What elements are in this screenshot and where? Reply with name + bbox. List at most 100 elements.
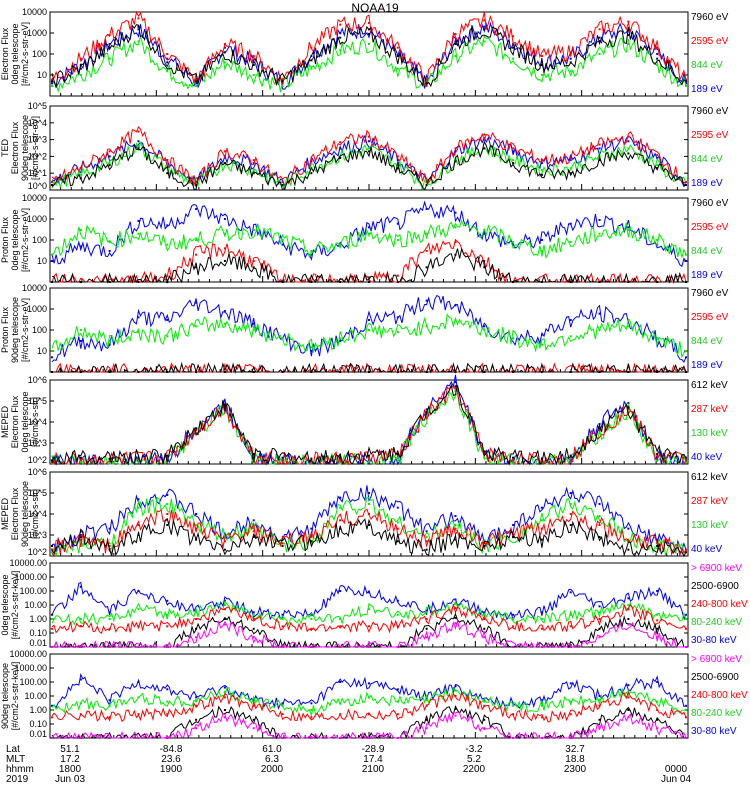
series-844-ev — [51, 219, 687, 259]
data-point — [108, 542, 111, 545]
data-point — [223, 548, 226, 551]
data-point — [425, 611, 428, 614]
series-line — [52, 361, 687, 374]
data-point — [540, 646, 543, 648]
y-tick-label: 1000 — [27, 214, 47, 224]
data-point — [310, 46, 313, 49]
data-point — [51, 462, 53, 465]
data-point — [310, 159, 313, 162]
data-point — [79, 281, 82, 283]
data-point — [108, 241, 111, 244]
data-point — [252, 74, 255, 76]
data-point — [51, 459, 53, 462]
data-point — [310, 709, 313, 711]
data-point — [569, 222, 572, 225]
data-point — [368, 21, 370, 24]
data-point — [108, 527, 111, 530]
data-point — [627, 20, 630, 23]
legend-entry: 7960 eV — [691, 288, 729, 299]
data-point — [195, 84, 198, 87]
footer-cell-date: Jun 03 — [54, 774, 86, 785]
data-point — [368, 682, 370, 685]
series-line — [52, 619, 686, 649]
data-point — [368, 147, 370, 150]
data-point — [137, 316, 140, 319]
data-point — [598, 727, 601, 730]
data-point — [425, 371, 428, 373]
data-point — [512, 147, 515, 150]
data-point — [79, 173, 82, 176]
data-point — [685, 646, 687, 648]
data-point — [627, 548, 630, 551]
data-point — [339, 337, 342, 340]
data-point — [512, 57, 515, 60]
data-point — [137, 371, 140, 373]
data-point — [137, 140, 140, 143]
data-point — [627, 604, 630, 606]
legend-entry: 240-800 keV — [691, 599, 748, 610]
y-tick-label: 10.00 — [24, 691, 47, 701]
data-point — [483, 228, 486, 231]
data-point — [137, 646, 140, 648]
data-point — [339, 458, 342, 461]
data-point — [483, 611, 486, 614]
data-point — [252, 228, 255, 231]
series-30-80-kev — [51, 673, 687, 710]
data-point — [368, 608, 370, 611]
data-point — [656, 709, 659, 711]
data-point — [425, 299, 428, 302]
data-point — [195, 611, 198, 614]
data-point — [569, 700, 572, 703]
legend-entry: 189 eV — [691, 360, 723, 371]
data-point — [137, 696, 140, 699]
data-point — [627, 540, 630, 543]
plot-frame — [49, 379, 689, 465]
data-point — [627, 408, 630, 411]
data-point — [569, 172, 572, 175]
data-point — [598, 159, 601, 162]
data-point — [223, 403, 226, 406]
data-point — [569, 646, 572, 648]
data-point — [195, 427, 198, 430]
data-point — [195, 239, 198, 241]
data-point — [137, 523, 140, 526]
data-point — [223, 310, 226, 313]
y-tick-label: 100.00 — [19, 586, 47, 596]
data-point — [281, 625, 284, 628]
data-point — [339, 519, 342, 522]
data-point — [137, 281, 140, 283]
data-point — [368, 459, 370, 462]
data-point — [223, 247, 226, 250]
y-tick-label: 10000.00 — [9, 649, 47, 659]
data-point — [454, 714, 457, 717]
data-point — [281, 544, 284, 547]
data-point — [454, 602, 457, 605]
data-point — [627, 696, 630, 699]
data-point — [166, 172, 169, 175]
data-point — [281, 281, 284, 283]
y-tick-label: 10000 — [22, 283, 47, 293]
series-line — [51, 691, 687, 723]
data-point — [627, 406, 630, 409]
data-point — [281, 542, 284, 545]
y-tick-label: 10000.00 — [9, 558, 47, 568]
footer-row-label-hhmm: hhmm — [6, 764, 34, 775]
data-point — [252, 527, 255, 530]
data-point — [281, 613, 284, 616]
data-point — [281, 371, 284, 373]
data-point — [252, 636, 255, 639]
data-point — [368, 150, 370, 153]
data-point — [79, 456, 82, 459]
y-tick-label: 10000 — [22, 193, 47, 203]
data-point — [51, 716, 53, 719]
data-point — [223, 61, 226, 64]
data-point — [51, 253, 53, 256]
series-7960-ev — [51, 24, 687, 88]
data-point — [569, 371, 572, 373]
data-point — [166, 523, 169, 526]
data-point — [195, 527, 198, 530]
panel-6-plot: 10^6 10^5 10^4 10^3 10^2 — [28, 467, 689, 558]
data-point — [281, 538, 284, 541]
data-point — [51, 551, 53, 554]
